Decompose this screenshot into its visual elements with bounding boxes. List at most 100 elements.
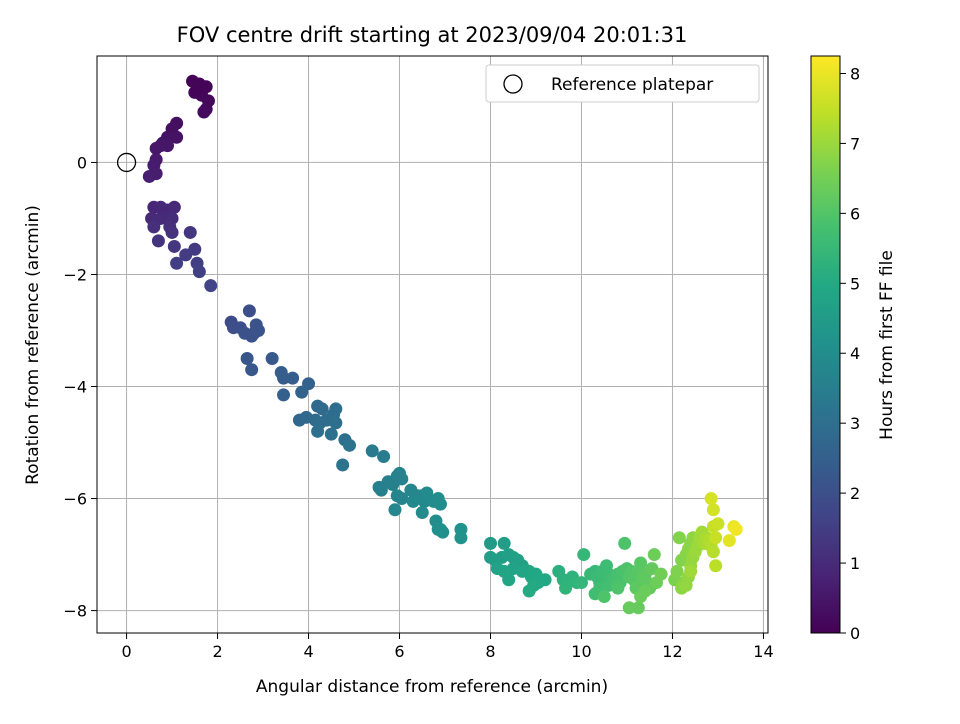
x-tick-label: 4: [303, 642, 313, 661]
y-tick-label: −2: [63, 265, 87, 284]
colorbar-tick-label: 0: [850, 624, 860, 643]
data-point: [722, 534, 736, 548]
data-point: [190, 83, 204, 97]
colorbar-label: Hours from first FF file: [877, 250, 897, 440]
x-tick-label: 6: [394, 642, 404, 661]
grid-lines: [97, 56, 768, 633]
x-tick-label: 12: [662, 642, 682, 661]
colorbar-tick-label: 5: [850, 274, 860, 293]
data-point: [684, 564, 698, 578]
y-tick-label: −8: [63, 602, 87, 621]
colorbar: 0 1 2 3 4 5 6 7 8 Hours from first FF file: [810, 55, 897, 643]
x-tick-label: 10: [571, 642, 591, 661]
data-point: [295, 385, 309, 399]
data-point: [647, 548, 661, 562]
data-point: [415, 506, 429, 520]
data-point: [670, 564, 684, 578]
data-point: [311, 424, 325, 438]
data-point: [277, 371, 291, 385]
data-point: [192, 265, 206, 279]
data-point: [329, 402, 343, 416]
chart-title: FOV centre drift starting at 2023/09/04 …: [177, 23, 688, 47]
reference-platepar-marker: [116, 152, 137, 173]
colorbar-tick-label: 7: [850, 134, 860, 153]
data-point: [247, 326, 261, 340]
x-tick-label: 8: [485, 642, 495, 661]
data-point: [538, 573, 552, 587]
colorbar-tick-label: 4: [850, 344, 860, 363]
data-point: [559, 581, 573, 595]
data-point: [709, 531, 723, 545]
data-point: [611, 581, 625, 595]
x-axis-ticks: 0 2 4 6 8 10 12 14: [121, 633, 774, 661]
data-point: [161, 139, 175, 153]
x-tick-label: 14: [753, 642, 773, 661]
data-point: [147, 220, 161, 234]
data-point: [654, 567, 668, 581]
data-point: [395, 492, 409, 506]
y-axis-label: Rotation from reference (arcmin): [23, 205, 43, 485]
data-point: [729, 522, 743, 536]
data-point: [167, 200, 181, 214]
data-point: [142, 169, 156, 183]
colorbar-tick-label: 6: [850, 204, 860, 223]
data-point: [618, 536, 632, 550]
data-point: [165, 225, 179, 239]
data-point: [502, 573, 516, 587]
data-points: [142, 74, 743, 615]
legend: Reference platepar: [485, 64, 760, 103]
data-point: [183, 225, 197, 239]
data-point: [170, 130, 184, 144]
data-point: [497, 536, 511, 550]
data-point: [395, 472, 409, 486]
data-point: [638, 584, 652, 598]
data-point: [365, 444, 379, 458]
data-point: [179, 248, 193, 262]
data-point: [522, 584, 536, 598]
x-axis-label: Angular distance from reference (arcmin): [256, 677, 608, 697]
data-point: [286, 371, 300, 385]
data-point: [433, 522, 447, 536]
data-point: [704, 492, 718, 506]
data-point: [336, 458, 350, 472]
colorbar-ticks: 0 1 2 3 4 5 6 7 8: [840, 64, 860, 643]
data-point: [672, 531, 686, 545]
data-point: [711, 517, 725, 531]
data-point: [245, 363, 259, 377]
data-point: [149, 141, 163, 155]
x-tick-label: 0: [121, 642, 131, 661]
y-tick-label: 0: [77, 153, 87, 172]
data-point: [170, 256, 184, 270]
data-point: [484, 536, 498, 550]
data-point: [597, 590, 611, 604]
data-point: [406, 494, 420, 508]
data-point: [433, 497, 447, 511]
legend-box: [485, 64, 760, 103]
colorbar-tick-label: 1: [850, 554, 860, 573]
data-point: [706, 503, 720, 517]
data-point: [631, 601, 645, 615]
data-point: [634, 556, 648, 570]
data-point: [577, 548, 591, 562]
y-axis-ticks: 0 −2 −4 −6 −8: [63, 153, 97, 621]
y-tick-label: −6: [63, 490, 87, 509]
data-point: [574, 576, 588, 590]
x-tick-label: 2: [212, 642, 222, 661]
data-point: [197, 105, 211, 119]
data-point: [454, 531, 468, 545]
colorbar-tick-label: 3: [850, 414, 860, 433]
data-point: [377, 450, 391, 464]
data-point: [265, 352, 279, 366]
data-point: [167, 239, 181, 253]
legend-marker-icon: [503, 74, 523, 94]
y-tick-label: −4: [63, 378, 87, 397]
plot-frame: [96, 55, 769, 634]
data-point: [277, 388, 291, 402]
legend-entry-reference: Reference platepar: [551, 75, 713, 95]
colorbar-gradient: [810, 55, 841, 634]
data-point: [242, 304, 256, 318]
data-point: [709, 559, 723, 573]
colorbar-tick-label: 2: [850, 484, 860, 503]
